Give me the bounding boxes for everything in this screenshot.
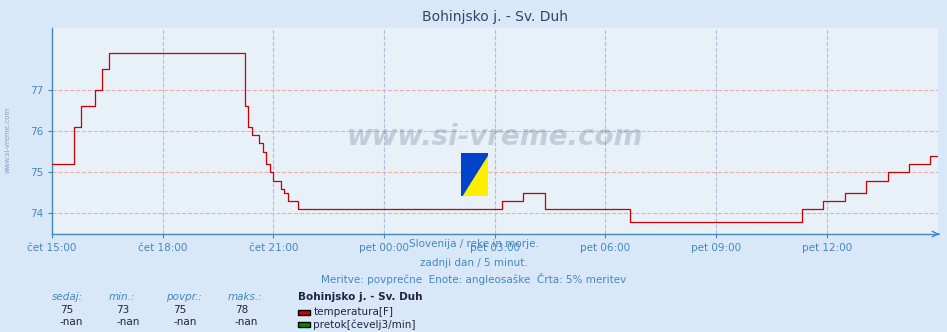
Text: 75: 75 [173,305,187,315]
Text: -nan: -nan [60,317,83,327]
Text: sedaj:: sedaj: [52,292,83,302]
Text: 78: 78 [235,305,248,315]
Polygon shape [461,153,488,196]
Text: Meritve: povprečne  Enote: angleosaške  Črta: 5% meritev: Meritve: povprečne Enote: angleosaške Čr… [321,273,626,285]
Text: -nan: -nan [116,317,140,327]
Text: min.:: min.: [109,292,135,302]
Text: -nan: -nan [235,317,259,327]
Text: Slovenija / reke in morje.: Slovenija / reke in morje. [408,239,539,249]
Text: temperatura[F]: temperatura[F] [313,307,393,317]
Polygon shape [461,153,488,196]
Text: pretok[čevelj3/min]: pretok[čevelj3/min] [313,319,416,330]
Text: maks.:: maks.: [227,292,262,302]
Text: 73: 73 [116,305,130,315]
Text: -nan: -nan [173,317,197,327]
Text: povpr.:: povpr.: [166,292,202,302]
Title: Bohinjsko j. - Sv. Duh: Bohinjsko j. - Sv. Duh [421,10,568,24]
Text: www.si-vreme.com: www.si-vreme.com [347,123,643,151]
Text: 75: 75 [60,305,73,315]
Text: www.si-vreme.com: www.si-vreme.com [5,106,10,173]
Text: Bohinjsko j. - Sv. Duh: Bohinjsko j. - Sv. Duh [298,292,422,302]
Text: zadnji dan / 5 minut.: zadnji dan / 5 minut. [420,258,527,268]
